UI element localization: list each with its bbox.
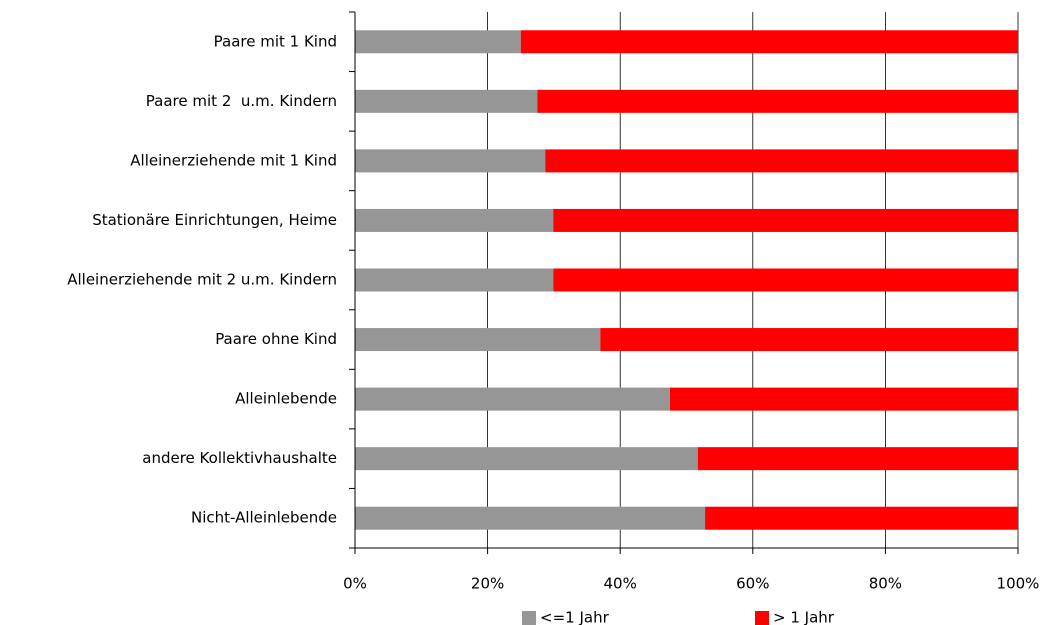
x-tick-label: 100%	[997, 575, 1040, 593]
bar-segment	[355, 149, 546, 173]
y-tick-label: Paare mit 1 Kind	[214, 32, 337, 50]
bar-segment	[355, 447, 698, 471]
y-tick-label: andere Kollektivhaushalte	[142, 449, 337, 467]
bar-segment	[553, 208, 1018, 232]
x-tick-label: 60%	[736, 575, 769, 593]
bar-segment	[355, 208, 554, 232]
legend-swatch	[755, 611, 769, 625]
bar-segment	[355, 506, 706, 530]
y-tick-label: Paare ohne Kind	[215, 330, 337, 348]
x-tick-label: 80%	[869, 575, 902, 593]
bar-segment	[537, 89, 1018, 113]
legend-label: > 1 Jahr	[773, 609, 835, 625]
y-tick-label: Alleinlebende	[235, 390, 337, 408]
bar-segment	[355, 268, 554, 292]
y-tick-label: Alleinerziehende mit 2 u.m. Kindern	[67, 271, 337, 289]
bar-segment	[545, 149, 1018, 173]
bar-segment	[355, 328, 601, 352]
y-tick-label: Paare mit 2 u.m. Kindern	[146, 92, 337, 110]
legend-label: <=1 Jahr	[540, 609, 610, 625]
x-tick-label: 0%	[343, 575, 367, 593]
y-tick-label: Stationäre Einrichtungen, Heime	[92, 211, 337, 229]
bar-segment	[600, 328, 1018, 352]
bar-segment	[520, 30, 1018, 54]
bar-segment	[669, 387, 1018, 411]
bar-segment	[553, 268, 1018, 292]
y-tick-label: Alleinerziehende mit 1 Kind	[130, 151, 337, 169]
x-tick-label: 40%	[604, 575, 637, 593]
legend-swatch	[522, 611, 536, 625]
bar-segment	[697, 447, 1018, 471]
bar-segment	[355, 387, 670, 411]
y-tick-label: Nicht-Alleinlebende	[191, 509, 337, 527]
x-tick-label: 20%	[471, 575, 504, 593]
bar-segment	[355, 89, 538, 113]
bar-segment	[705, 506, 1018, 530]
bar-segment	[355, 30, 521, 54]
